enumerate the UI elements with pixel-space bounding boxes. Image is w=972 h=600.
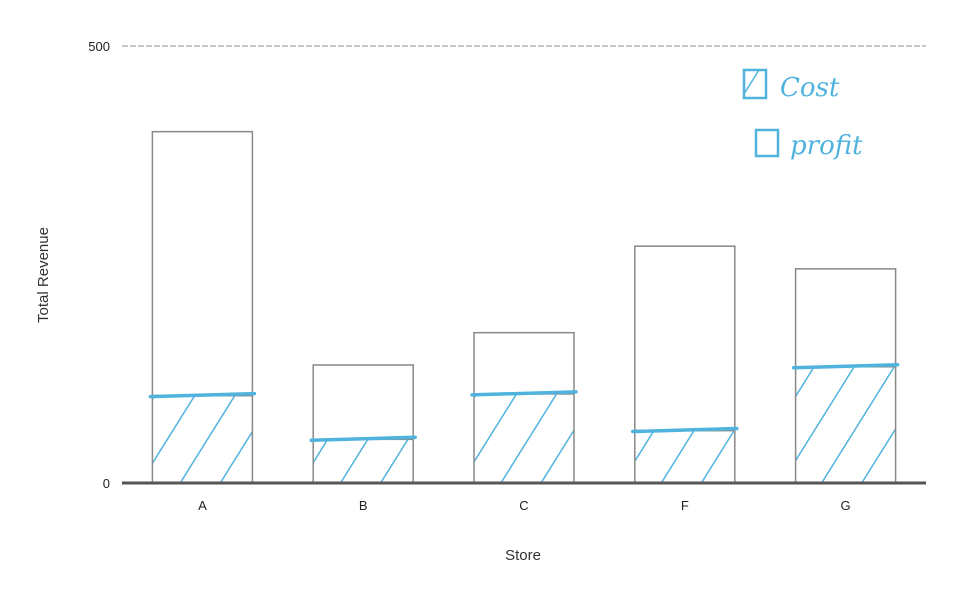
x-tick-label-f: F bbox=[681, 498, 689, 513]
cost-divider-a bbox=[148, 391, 257, 399]
x-tick-label-c: C bbox=[519, 498, 528, 513]
legend-label-profit: profit bbox=[790, 131, 863, 161]
legend-swatch-profit bbox=[754, 128, 780, 158]
x-tick-label-g: G bbox=[841, 498, 851, 513]
bar-cost-g bbox=[794, 366, 897, 484]
y-tick-label-bottom: 0 bbox=[103, 476, 110, 491]
bar-profit-b bbox=[312, 364, 414, 441]
bar-profit-f bbox=[634, 245, 736, 432]
cost-divider-f bbox=[631, 426, 739, 434]
cost-divider-c bbox=[470, 390, 578, 397]
legend-swatch-cost bbox=[742, 68, 768, 100]
bar-profit-g bbox=[794, 268, 897, 368]
bar-profit-a bbox=[151, 130, 254, 397]
legend: Cost profit bbox=[742, 68, 863, 161]
bar-cost-f bbox=[634, 429, 736, 484]
y-axis-title: Total Revenue bbox=[35, 227, 52, 323]
bar-cost-c bbox=[473, 393, 575, 484]
bar-profit-c bbox=[473, 331, 575, 395]
legend-label-cost: Cost bbox=[780, 73, 840, 103]
legend-item-profit: profit bbox=[754, 128, 863, 161]
x-axis-title: Store bbox=[505, 547, 541, 564]
legend-item-cost: Cost bbox=[742, 68, 840, 103]
cost-divider-b bbox=[309, 435, 417, 443]
bar-cost-a bbox=[151, 394, 254, 484]
bar-cost-b bbox=[312, 438, 414, 484]
y-ticks: 500 0 bbox=[88, 39, 110, 491]
y-tick-label-top: 500 bbox=[88, 39, 110, 54]
x-tick-label-b: B bbox=[359, 498, 368, 513]
cost-divider-g bbox=[791, 363, 900, 370]
x-tick-label-a: A bbox=[198, 498, 207, 513]
bars bbox=[148, 130, 900, 484]
